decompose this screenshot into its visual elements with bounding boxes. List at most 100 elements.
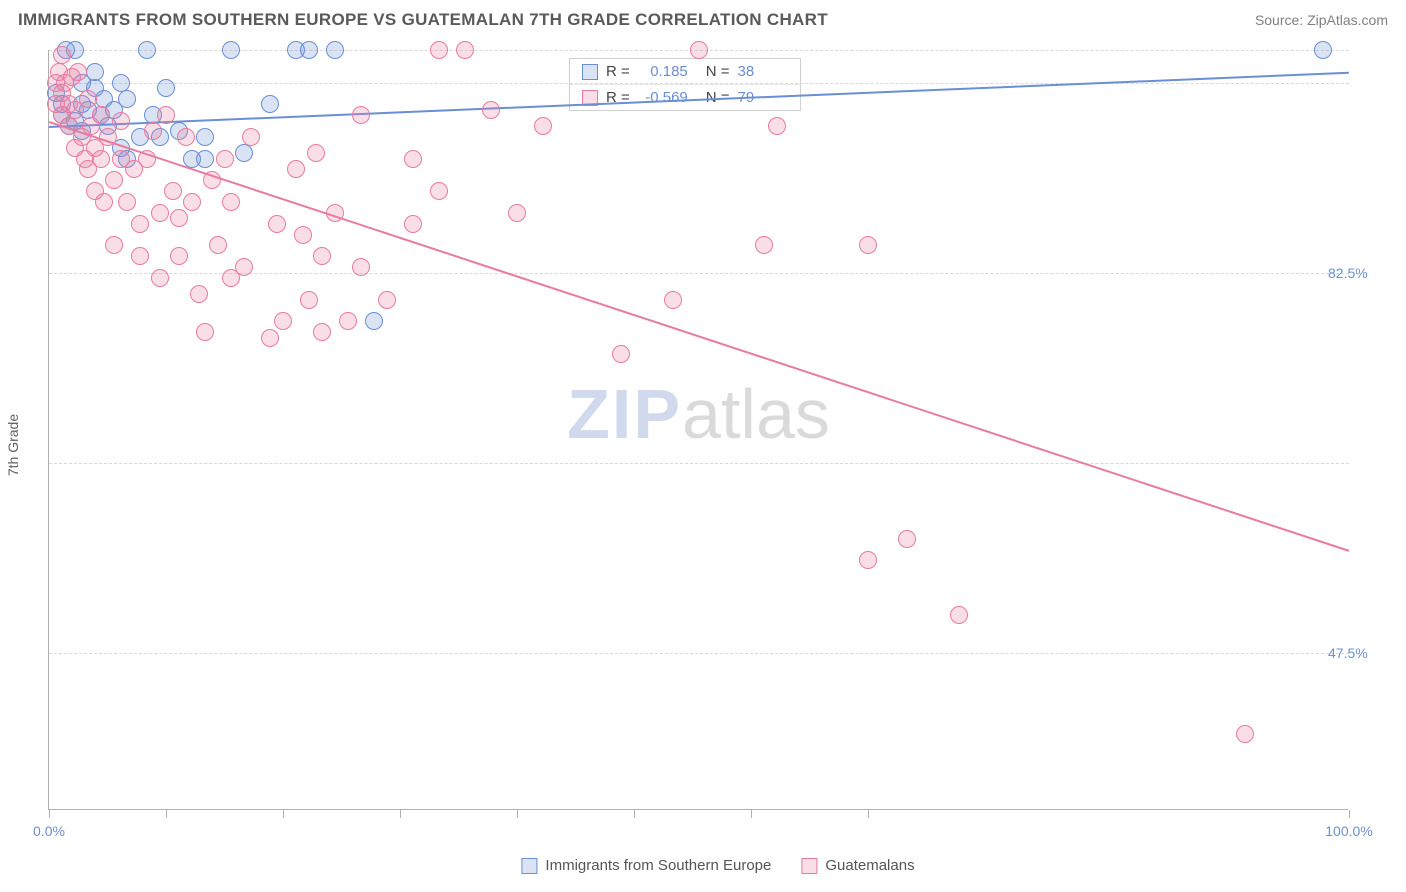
data-point xyxy=(196,128,214,146)
data-point xyxy=(664,291,682,309)
x-tick-label: 0.0% xyxy=(33,823,65,839)
legend-r-value: -0.569 xyxy=(638,89,688,106)
y-tick-label: 82.5% xyxy=(1328,265,1388,281)
data-point xyxy=(151,204,169,222)
data-point xyxy=(287,160,305,178)
data-point xyxy=(196,150,214,168)
legend-r-value: 0.185 xyxy=(638,63,688,80)
legend-n-label: N = xyxy=(706,63,730,80)
x-tick xyxy=(49,810,50,818)
data-point xyxy=(482,101,500,119)
data-point xyxy=(190,285,208,303)
data-point xyxy=(209,236,227,254)
legend-label: Immigrants from Southern Europe xyxy=(545,857,771,874)
plot-area: ZIPatlas R =0.185N =38R =-0.569N =79 47.… xyxy=(48,50,1348,810)
source-prefix: Source: xyxy=(1255,12,1307,28)
data-point xyxy=(53,46,71,64)
chart-title: IMMIGRANTS FROM SOUTHERN EUROPE VS GUATE… xyxy=(18,10,828,30)
data-point xyxy=(430,41,448,59)
data-point xyxy=(131,215,149,233)
data-point xyxy=(105,171,123,189)
data-point xyxy=(430,182,448,200)
watermark: ZIPatlas xyxy=(567,374,830,454)
data-point xyxy=(216,150,234,168)
gridline xyxy=(49,653,1349,654)
legend-item: Immigrants from Southern Europe xyxy=(521,857,771,874)
x-tick xyxy=(751,810,752,818)
x-tick xyxy=(166,810,167,818)
data-point xyxy=(307,144,325,162)
data-point xyxy=(69,63,87,81)
x-tick xyxy=(283,810,284,818)
stats-legend-row: R = 0.185 N = 38 xyxy=(570,59,800,85)
data-point xyxy=(300,41,318,59)
legend-swatch xyxy=(521,858,537,874)
data-point xyxy=(378,291,396,309)
data-point xyxy=(157,79,175,97)
data-point xyxy=(222,193,240,211)
data-point xyxy=(222,41,240,59)
data-point xyxy=(755,236,773,254)
legend-label: Guatemalans xyxy=(825,857,914,874)
data-point xyxy=(151,269,169,287)
y-axis-title: 7th Grade xyxy=(5,414,21,476)
data-point xyxy=(261,329,279,347)
data-point xyxy=(118,90,136,108)
data-point xyxy=(235,258,253,276)
data-point xyxy=(118,193,136,211)
data-point xyxy=(183,193,201,211)
data-point xyxy=(313,247,331,265)
x-tick xyxy=(1349,810,1350,818)
chart-container: 7th Grade ZIPatlas R =0.185N =38R =-0.56… xyxy=(48,50,1388,840)
data-point xyxy=(261,95,279,113)
data-point xyxy=(898,530,916,548)
data-point xyxy=(456,41,474,59)
data-point xyxy=(859,236,877,254)
x-tick xyxy=(868,810,869,818)
data-point xyxy=(242,128,260,146)
data-point xyxy=(534,117,552,135)
source-link[interactable]: ZipAtlas.com xyxy=(1307,12,1388,28)
legend-swatch xyxy=(582,64,598,80)
x-tick xyxy=(517,810,518,818)
data-point xyxy=(92,150,110,168)
data-point xyxy=(1314,41,1332,59)
legend-swatch xyxy=(801,858,817,874)
data-point xyxy=(339,312,357,330)
data-point xyxy=(352,258,370,276)
regression-line xyxy=(49,121,1349,551)
data-point xyxy=(157,106,175,124)
data-point xyxy=(235,144,253,162)
legend-n-value: 38 xyxy=(738,63,788,80)
data-point xyxy=(365,312,383,330)
data-point xyxy=(112,112,130,130)
bottom-legend: Immigrants from Southern Europe Guatemala… xyxy=(521,857,914,874)
data-point xyxy=(138,41,156,59)
legend-r-label: R = xyxy=(606,63,630,80)
data-point xyxy=(95,193,113,211)
x-tick xyxy=(400,810,401,818)
data-point xyxy=(950,606,968,624)
data-point xyxy=(268,215,286,233)
data-point xyxy=(612,345,630,363)
data-point xyxy=(404,215,422,233)
watermark-atlas: atlas xyxy=(682,375,830,453)
gridline xyxy=(49,83,1349,84)
data-point xyxy=(1236,725,1254,743)
watermark-zip: ZIP xyxy=(567,375,682,453)
source-attribution: Source: ZipAtlas.com xyxy=(1255,12,1388,28)
data-point xyxy=(326,41,344,59)
data-point xyxy=(177,128,195,146)
data-point xyxy=(196,323,214,341)
data-point xyxy=(508,204,526,222)
data-point xyxy=(92,106,110,124)
data-point xyxy=(86,63,104,81)
data-point xyxy=(300,291,318,309)
x-tick xyxy=(634,810,635,818)
data-point xyxy=(144,122,162,140)
data-point xyxy=(164,182,182,200)
data-point xyxy=(131,247,149,265)
legend-item: Guatemalans xyxy=(801,857,914,874)
gridline xyxy=(49,463,1349,464)
y-tick-label: 47.5% xyxy=(1328,645,1388,661)
